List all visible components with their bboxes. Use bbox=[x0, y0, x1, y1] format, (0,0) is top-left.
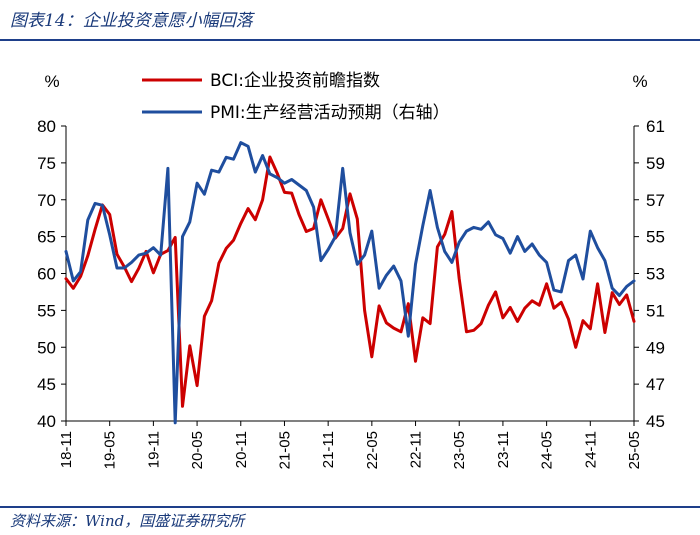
left-tick-label: 40 bbox=[37, 412, 56, 431]
right-tick-label: 55 bbox=[646, 228, 665, 247]
left-tick-label: 80 bbox=[37, 117, 56, 136]
top-rule bbox=[0, 39, 700, 41]
bottom-rule bbox=[0, 506, 700, 508]
left-tick-label: 55 bbox=[37, 301, 56, 320]
x-tick-label: 25-05 bbox=[626, 431, 643, 469]
right-tick-label: 49 bbox=[646, 338, 665, 357]
x-tick-label: 19-05 bbox=[102, 431, 119, 469]
right-unit-label: % bbox=[632, 72, 647, 91]
x-tick-label: 20-05 bbox=[189, 431, 206, 469]
left-tick-label: 45 bbox=[37, 375, 56, 394]
left-tick-label: 75 bbox=[37, 154, 56, 173]
left-tick-label: 50 bbox=[37, 338, 56, 357]
left-unit-label: % bbox=[44, 72, 59, 91]
x-tick-label: 20-11 bbox=[233, 431, 250, 468]
x-tick-label: 21-05 bbox=[276, 431, 293, 469]
right-tick-label: 57 bbox=[646, 191, 665, 210]
source-note: 资料来源：Wind，国盛证券研究所 bbox=[10, 512, 245, 530]
right-tick-label: 51 bbox=[646, 301, 665, 320]
right-tick-label: 59 bbox=[646, 154, 665, 173]
right-tick-label: 47 bbox=[646, 375, 665, 394]
x-tick-label: 24-11 bbox=[582, 431, 599, 468]
chart-axes: 40 45 50 55 60 65 70 75 80 45 47 49 51 53 55 57 59 61% % 18… bbox=[37, 72, 665, 469]
left-tick-label: 70 bbox=[37, 191, 56, 210]
bci-series-line bbox=[64, 155, 636, 408]
x-tick-label: 18-11 bbox=[58, 431, 75, 468]
left-tick-label: 65 bbox=[37, 228, 56, 247]
figure-title: 图表14：企业投资意愿小幅回落 bbox=[10, 11, 253, 31]
x-tick-label: 19-11 bbox=[145, 431, 162, 468]
chart-legend: BCI:企业投资前瞻指数 PMI:生产经营活动预期（右轴） bbox=[142, 71, 450, 123]
x-tick-label: 21-11 bbox=[320, 431, 337, 468]
right-tick-label: 61 bbox=[646, 117, 665, 136]
x-tick-label: 22-11 bbox=[408, 431, 425, 468]
right-tick-label: 53 bbox=[646, 265, 665, 284]
series-layer bbox=[64, 141, 636, 425]
x-tick-label: 22-05 bbox=[364, 431, 381, 469]
left-tick-label: 60 bbox=[37, 265, 56, 284]
x-tick-label: 23-05 bbox=[451, 431, 468, 469]
legend-label-pmi: PMI:生产经营活动预期（右轴） bbox=[210, 103, 450, 123]
x-tick-label: 23-11 bbox=[495, 431, 512, 468]
pmi-series-line bbox=[64, 141, 636, 425]
x-tick-label: 24-05 bbox=[539, 431, 556, 469]
right-tick-label: 45 bbox=[646, 412, 665, 431]
legend-label-bci: BCI:企业投资前瞻指数 bbox=[210, 71, 380, 91]
